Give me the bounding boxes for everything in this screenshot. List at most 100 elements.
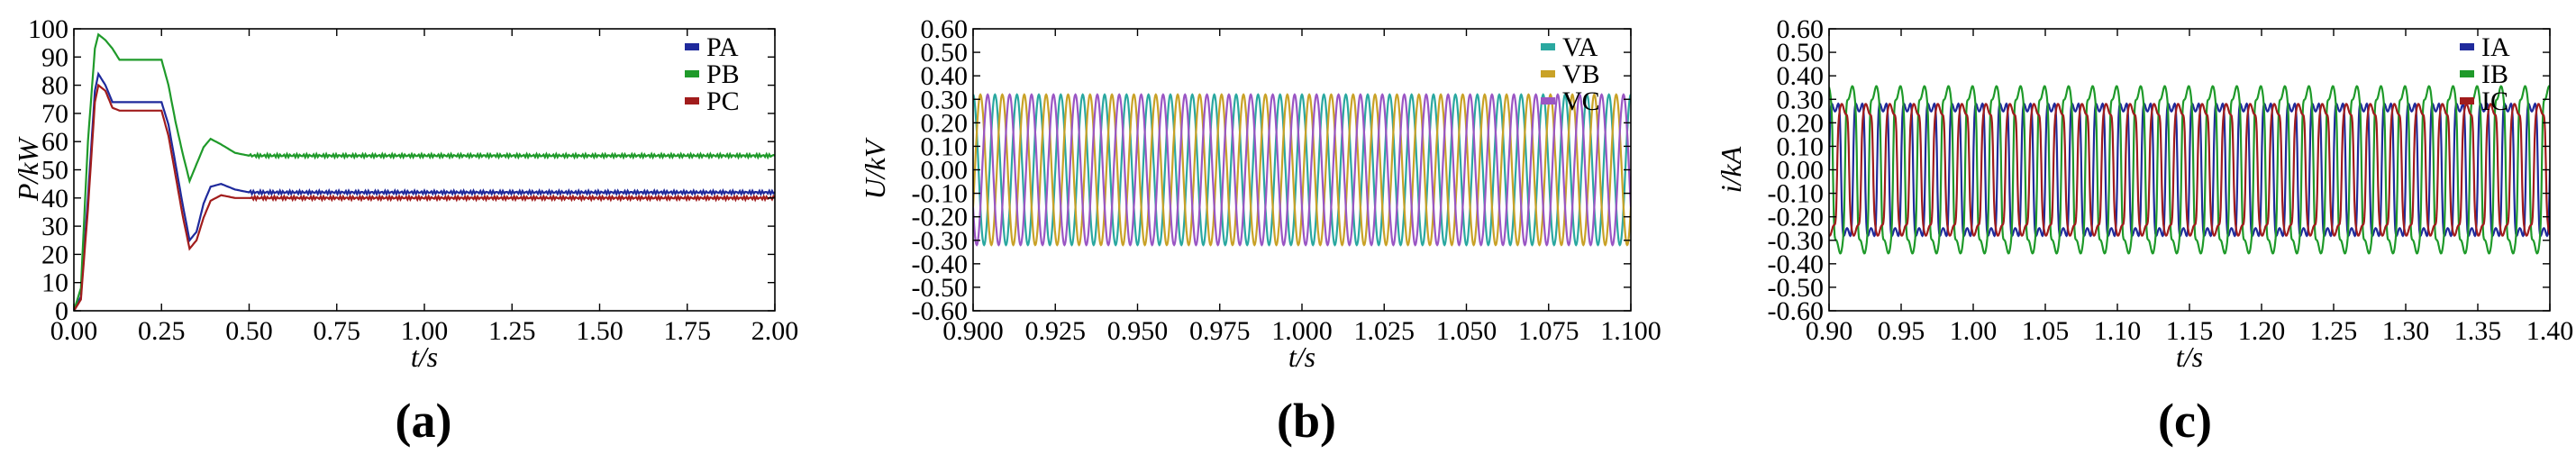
x-tick-label: 1.025 — [1354, 316, 1415, 346]
y-tick-label: 60 — [41, 127, 68, 157]
x-tick-label: 1.25 — [488, 316, 536, 346]
y-tick-label: 20 — [41, 240, 68, 269]
plot-frame — [73, 28, 776, 312]
legend-swatch-VC — [1541, 97, 1555, 104]
panel-label: (b) — [1277, 394, 1336, 448]
x-tick-label: 1.10 — [2094, 316, 2142, 346]
legend-swatch-IA — [2460, 43, 2474, 50]
x-tick-label: 0.25 — [138, 316, 186, 346]
x-tick-label: 1.35 — [2454, 316, 2502, 346]
x-tick-label: 1.75 — [664, 316, 712, 346]
y-tick-label: 0.00 — [921, 156, 969, 186]
legend-swatch-VA — [1541, 43, 1555, 50]
y-tick-label: 0.40 — [921, 61, 969, 91]
y-tick-label: 0.50 — [1777, 38, 1825, 68]
x-tick-label: 1.000 — [1271, 316, 1333, 346]
x-tick-label: 0.90 — [1806, 316, 1853, 346]
series-line-IA — [1829, 102, 2550, 238]
y-tick-label: -0.20 — [912, 203, 969, 232]
y-tick-label: 0.10 — [921, 132, 969, 161]
y-tick-label: 40 — [41, 184, 68, 213]
y-tick-label: -0.50 — [1768, 273, 1825, 303]
x-axis-label: t/s — [1288, 340, 1315, 373]
x-tick-label: 0.925 — [1025, 316, 1087, 346]
x-tick-label: 1.30 — [2382, 316, 2430, 346]
y-tick-label: 0.60 — [921, 14, 969, 44]
y-tick-label: -0.60 — [912, 296, 969, 326]
y-tick-label: 0.00 — [1777, 156, 1825, 186]
y-tick-label: -0.50 — [912, 273, 969, 303]
legend-label-PB: PB — [706, 59, 740, 89]
legend-label-PA: PA — [706, 32, 739, 62]
x-tick-label: 1.100 — [1600, 316, 1661, 346]
x-tick-label: 2.00 — [751, 316, 799, 346]
x-tick-label: 0.900 — [942, 316, 1004, 346]
x-tick-label: 0.975 — [1189, 316, 1251, 346]
y-tick-label: 50 — [41, 156, 68, 186]
y-tick-label: 0.50 — [921, 38, 969, 68]
legend-label-PC: PC — [706, 86, 740, 116]
y-tick-label: 0.30 — [1777, 85, 1825, 114]
y-tick-label: 100 — [28, 14, 68, 44]
y-tick-label: -0.30 — [912, 226, 969, 256]
y-tick-label: 70 — [41, 99, 68, 129]
y-tick-label: -0.60 — [1768, 296, 1825, 326]
x-axis-label: t/s — [411, 340, 438, 373]
y-tick-label: 10 — [41, 268, 68, 298]
y-tick-label: -0.40 — [1768, 250, 1825, 279]
y-axis-label: U/kV — [859, 137, 891, 199]
x-tick-label: 1.40 — [2526, 316, 2574, 346]
series-line-VA — [973, 93, 1631, 247]
legend-swatch-VB — [1541, 70, 1555, 77]
legend-swatch-PA — [685, 43, 699, 50]
legend-label-IC: IC — [2481, 86, 2508, 116]
panel-label: (a) — [396, 394, 452, 448]
y-tick-label: 0.10 — [1777, 132, 1825, 161]
legend-swatch-PC — [685, 97, 699, 104]
x-tick-label: 1.00 — [401, 316, 449, 346]
x-tick-label: 0.75 — [314, 316, 361, 346]
y-tick-label: -0.10 — [1768, 179, 1825, 209]
chart-c: -0.60-0.50-0.40-0.30-0.20-0.100.000.10 0.… — [1715, 14, 2573, 448]
x-tick-label: 1.20 — [2238, 316, 2286, 346]
y-tick-label: 0 — [55, 296, 68, 326]
legend-label-IB: IB — [2481, 59, 2508, 89]
series-line-PA — [74, 71, 775, 311]
legend-label-VB: VB — [1562, 59, 1600, 89]
y-tick-label: -0.30 — [1768, 226, 1825, 256]
legend-label-IA: IA — [2481, 32, 2510, 62]
x-tick-label: 1.00 — [1950, 316, 1998, 346]
legend-swatch-IB — [2460, 70, 2474, 77]
series-line-IC — [1829, 103, 2550, 237]
y-tick-label: 0.40 — [1777, 61, 1825, 91]
x-tick-label: 0.95 — [1878, 316, 1925, 346]
plot-frame — [972, 28, 1632, 312]
y-tick-label: 0.60 — [1777, 14, 1825, 44]
series-line-PB — [74, 32, 775, 311]
x-tick-label: 1.50 — [576, 316, 624, 346]
x-tick-label: 1.15 — [2166, 316, 2214, 346]
y-tick-label: -0.20 — [1768, 203, 1825, 232]
y-tick-label: 0.30 — [921, 85, 969, 114]
y-tick-label: -0.40 — [912, 250, 969, 279]
series-line-VC — [973, 93, 1631, 247]
x-tick-label: 1.05 — [2022, 316, 2070, 346]
x-tick-label: 1.050 — [1436, 316, 1497, 346]
x-tick-label: 0.950 — [1107, 316, 1169, 346]
x-tick-label: 0.50 — [225, 316, 273, 346]
y-axis-label: P/kW — [12, 136, 44, 203]
y-tick-label: 30 — [41, 212, 68, 241]
series-line-PC — [74, 83, 775, 311]
y-tick-label: 0.20 — [921, 108, 969, 138]
y-tick-label: -0.10 — [912, 179, 969, 209]
panel-label: (c) — [2158, 394, 2212, 448]
legend-label-VA: VA — [1562, 32, 1598, 62]
chart-b: -0.60-0.50-0.40-0.30-0.20-0.100.000.100.… — [859, 14, 1661, 448]
legend-swatch-IC — [2460, 97, 2474, 104]
x-tick-label: 1.25 — [2310, 316, 2358, 346]
legend-swatch-PB — [685, 70, 699, 77]
x-tick-label: 1.075 — [1518, 316, 1579, 346]
y-tick-label: 90 — [41, 42, 68, 72]
x-axis-label: t/s — [2176, 340, 2203, 373]
